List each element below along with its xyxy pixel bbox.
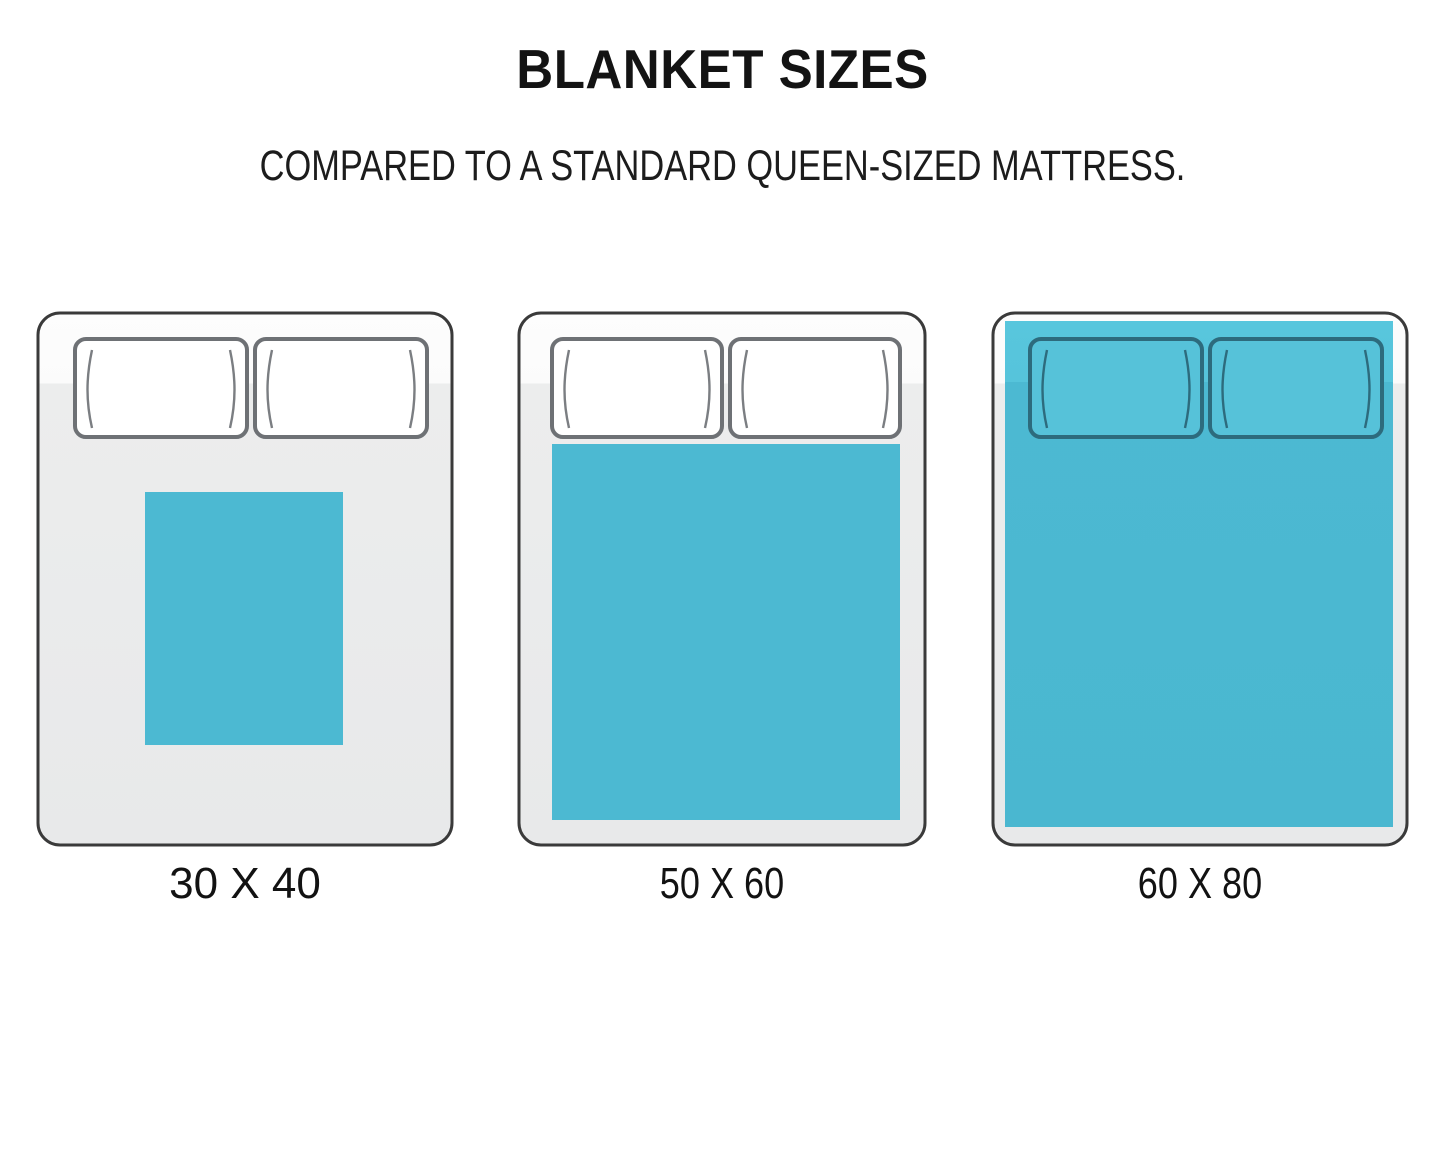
blanket-30x40 xyxy=(145,492,343,745)
bed-caption-60x80: 60 X 80 xyxy=(1137,859,1263,908)
page-subtitle: COMPARED TO A STANDARD QUEEN-SIZED MATTR… xyxy=(259,142,1186,190)
bed-diagram-60x80 xyxy=(990,310,1410,850)
pillow-right xyxy=(1208,337,1384,439)
bed-caption-30x40: 30 X 40 xyxy=(169,859,321,908)
pillow-right xyxy=(728,337,902,439)
bed-caption-50x60: 50 X 60 xyxy=(659,859,785,908)
page-title: BLANKET SIZES xyxy=(516,38,929,100)
bed-diagram-50x60 xyxy=(516,310,928,850)
pillow-left xyxy=(1028,337,1204,439)
pillow-left xyxy=(73,337,249,439)
blanket-50x60 xyxy=(552,444,900,820)
pillow-right xyxy=(253,337,429,439)
bed-diagram-30x40 xyxy=(35,310,455,850)
pillow-left xyxy=(550,337,724,439)
